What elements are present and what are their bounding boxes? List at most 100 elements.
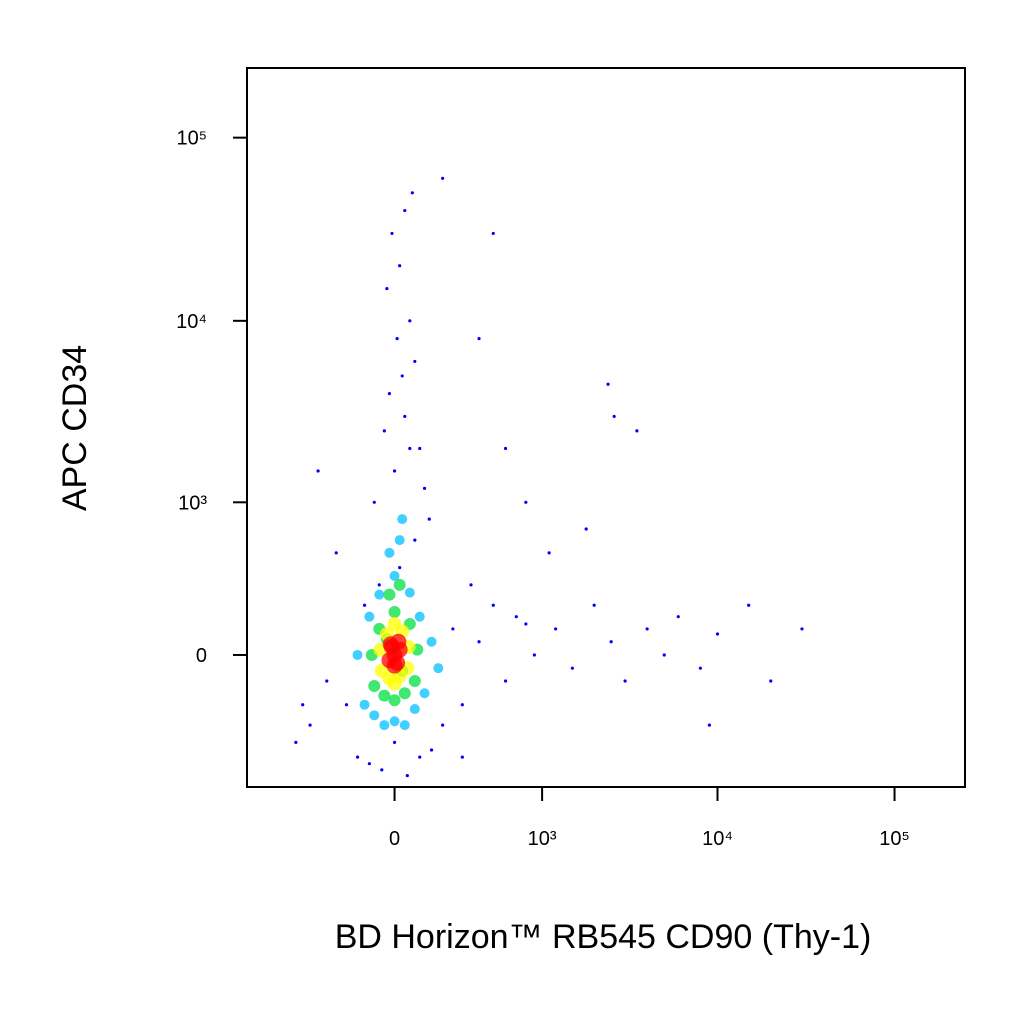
point — [398, 565, 402, 570]
x-tick-label: 0 — [389, 828, 400, 850]
point — [352, 649, 363, 660]
point — [491, 603, 495, 607]
point — [397, 514, 408, 525]
point — [524, 622, 528, 626]
point — [469, 583, 473, 587]
point — [400, 374, 404, 378]
point — [392, 740, 397, 744]
point — [408, 446, 412, 451]
point — [422, 486, 427, 490]
point — [369, 710, 380, 721]
point — [334, 551, 338, 555]
point — [460, 755, 464, 759]
point — [715, 632, 720, 636]
point — [394, 535, 405, 546]
point — [623, 679, 627, 683]
point — [800, 627, 804, 631]
point — [301, 703, 305, 707]
point — [316, 469, 320, 473]
point — [503, 446, 508, 451]
x-tick-label: 10³ — [528, 828, 557, 850]
point — [403, 414, 407, 419]
point — [491, 231, 495, 236]
point — [635, 429, 639, 433]
point — [388, 694, 401, 707]
point — [645, 627, 649, 631]
point — [429, 748, 434, 752]
point — [387, 676, 402, 691]
point — [377, 583, 381, 587]
point — [374, 589, 385, 600]
point — [387, 392, 392, 396]
point — [584, 527, 588, 531]
point — [662, 653, 666, 657]
point — [380, 768, 384, 772]
point — [413, 538, 417, 542]
point — [390, 231, 394, 236]
point — [612, 414, 616, 419]
point — [368, 679, 381, 692]
point — [389, 716, 400, 727]
point — [410, 191, 414, 195]
point — [451, 627, 455, 631]
point — [364, 611, 375, 622]
point — [372, 500, 376, 504]
point — [355, 755, 360, 759]
point — [547, 551, 551, 555]
point — [554, 627, 558, 631]
y-tick-label: 10⁴ — [176, 311, 207, 333]
y-tick-label: 10⁵ — [176, 128, 207, 150]
point — [362, 603, 367, 607]
point — [413, 359, 417, 364]
point — [769, 679, 773, 683]
point — [405, 773, 409, 778]
point — [592, 603, 596, 607]
x-tick-label: 10⁴ — [702, 828, 733, 850]
point — [398, 687, 411, 700]
point — [393, 578, 406, 591]
point — [344, 703, 349, 707]
point — [570, 666, 574, 670]
point — [477, 336, 481, 341]
point — [387, 616, 402, 631]
point — [418, 755, 422, 759]
y-tick-label: 0 — [196, 645, 207, 667]
point — [383, 588, 396, 601]
point — [414, 611, 425, 622]
point — [419, 688, 430, 699]
point — [609, 640, 613, 644]
point — [384, 547, 395, 558]
points — [294, 176, 804, 778]
point — [676, 615, 680, 619]
point — [460, 703, 464, 707]
point — [698, 666, 702, 670]
y-tick-label: 10³ — [178, 492, 207, 514]
point — [382, 429, 386, 433]
point — [308, 723, 312, 727]
point — [367, 762, 371, 766]
point — [427, 517, 431, 521]
point — [408, 319, 412, 323]
point — [325, 679, 329, 683]
point — [503, 679, 508, 683]
point — [389, 570, 400, 581]
point — [441, 176, 445, 180]
x-tick-label: 10⁵ — [879, 828, 910, 850]
point — [418, 446, 422, 451]
point — [707, 723, 712, 727]
point — [379, 720, 390, 731]
point — [359, 699, 370, 710]
point — [408, 675, 421, 688]
point — [524, 500, 528, 504]
point — [433, 663, 444, 674]
plot-frame — [246, 67, 966, 788]
point — [385, 286, 389, 291]
point — [409, 704, 420, 715]
point — [399, 720, 410, 731]
point — [426, 636, 437, 647]
point — [403, 208, 407, 213]
y-axis-label: APC CD34 — [56, 345, 94, 511]
point — [395, 336, 399, 341]
point — [386, 657, 403, 674]
